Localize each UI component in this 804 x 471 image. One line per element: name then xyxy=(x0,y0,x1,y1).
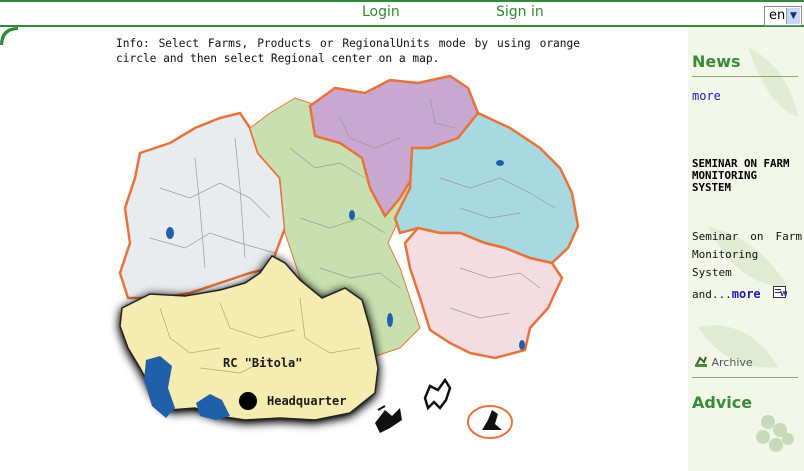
seminar-title: SEMINAR ON FARM MONITORING SYSTEM xyxy=(692,157,790,194)
product-mode-icon[interactable] xyxy=(423,377,452,411)
language-value: en xyxy=(769,8,786,23)
region-pink[interactable] xyxy=(403,226,564,360)
news-heading: News xyxy=(692,52,741,71)
word-document-icon[interactable]: W xyxy=(773,286,788,299)
and-more-line: and...more W xyxy=(692,286,788,301)
bitola-borders xyxy=(159,297,361,374)
headquarter-marker xyxy=(239,392,257,410)
chevron-down-icon[interactable]: ▼ xyxy=(786,8,800,24)
leaf-background xyxy=(698,47,798,452)
rc-label: RC "Bitola" xyxy=(223,356,302,370)
municipality-borders xyxy=(149,97,556,319)
region-map[interactable]: RC "Bitola" Headquarter xyxy=(100,68,585,448)
lakes xyxy=(166,160,525,350)
headquarter-label: Headquarter xyxy=(267,394,346,408)
info-text: Info: Select Farms, Products or Regional… xyxy=(116,37,580,65)
advice-heading: Advice xyxy=(692,393,753,412)
sidebar xyxy=(688,27,804,471)
corner-decoration xyxy=(0,27,18,45)
top-bar: Login Sign in en ▼ xyxy=(0,0,804,27)
seminar-more-link[interactable]: more xyxy=(731,287,761,301)
svg-text:W: W xyxy=(780,290,787,298)
divider xyxy=(692,377,798,378)
signin-link[interactable]: Sign in xyxy=(496,4,544,20)
divider xyxy=(692,76,798,77)
language-select[interactable]: en ▼ xyxy=(764,6,802,26)
archive-label: Archive xyxy=(711,356,753,369)
archive-link[interactable]: Archive xyxy=(694,354,753,369)
farm-mode-icon[interactable] xyxy=(375,405,402,433)
login-link[interactable]: Login xyxy=(362,4,400,20)
region-west[interactable] xyxy=(118,111,287,300)
news-more-link[interactable]: more xyxy=(692,89,721,103)
archive-icon xyxy=(695,356,707,367)
regional-units-mode-icon[interactable] xyxy=(467,405,513,439)
seminar-text: Seminar on Farm Monitoring System xyxy=(692,230,802,279)
bitola-lakes xyxy=(144,356,230,420)
and-text: and... xyxy=(692,288,732,301)
